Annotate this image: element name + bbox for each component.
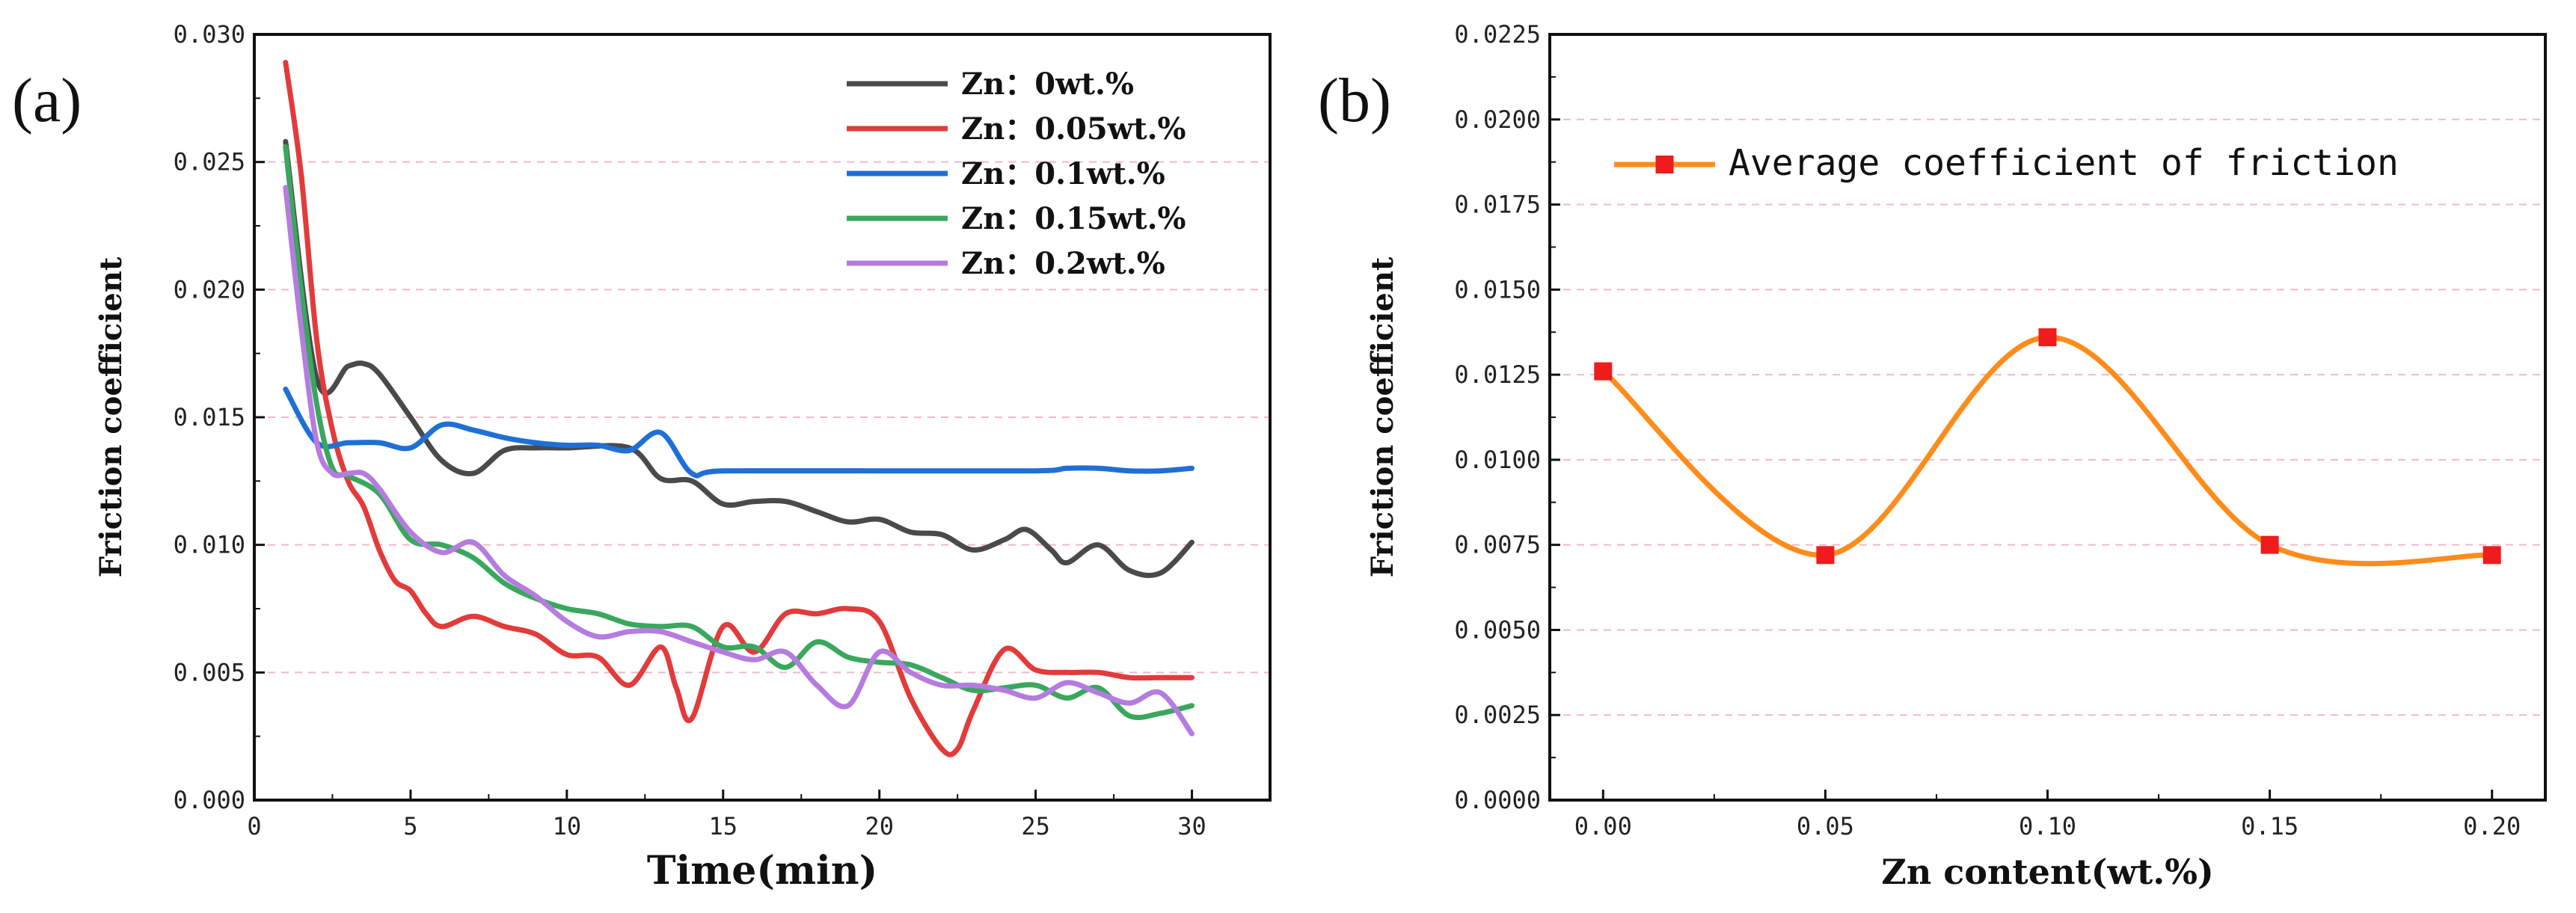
y-tick-label: 0.0000 <box>1454 786 1541 814</box>
legend-label: Average coefficient of friction <box>1729 142 2399 184</box>
x-tick-label: 25 <box>1021 812 1050 840</box>
data-point <box>2038 328 2057 347</box>
legend-label: Zn：0.15wt.% <box>961 201 1186 236</box>
panel-a-chart: 0.000 0.005 0.010 0.015 0.020 0.025 0.030 0 5 10 1… <box>12 20 1272 894</box>
legend-label: Zn：0.05wt.% <box>961 111 1186 147</box>
series-line <box>283 60 1195 757</box>
y-tick-label: 0.020 <box>174 275 245 304</box>
x-tick-label: 0.00 <box>1574 812 1632 840</box>
x-tick-label: 0.05 <box>1797 812 1854 840</box>
y-tick-label: 0.030 <box>174 20 245 49</box>
series-line <box>283 185 1195 737</box>
data-point <box>1594 362 1613 381</box>
x-tick-label: 30 <box>1177 812 1206 840</box>
data-point <box>1816 546 1835 565</box>
panel-label: (a) <box>12 66 82 135</box>
y-tick-label: 0.0025 <box>1454 701 1541 729</box>
y-tick-label: 0.025 <box>174 148 245 176</box>
y-tick-label: 0.010 <box>174 531 245 559</box>
y-tick-label: 0.0150 <box>1454 275 1541 304</box>
panel-b-chart: 0.0000 0.0025 0.0050 0.0075 0.0100 0.0125 0.01… <box>1318 20 2547 892</box>
y-tick-label: 0.0200 <box>1454 105 1541 134</box>
y-axis-title: Friction coefficient <box>1365 256 1400 577</box>
y-tick-label: 0.015 <box>174 403 245 431</box>
legend: Zn：0wt.% Zn：0.05wt.% Zn：0.1wt.% Zn：0.15wt.%… <box>847 67 1186 281</box>
x-tick-label: 20 <box>865 812 894 840</box>
data-point <box>2483 546 2501 565</box>
y-tick-label: 0.0100 <box>1454 446 1541 474</box>
y-tick-label: 0.0050 <box>1454 615 1541 644</box>
x-tick-label: 15 <box>709 812 738 840</box>
y-tick-label: 0.005 <box>174 658 245 686</box>
x-tick-label: 5 <box>403 812 417 840</box>
legend-label: Zn：0.1wt.% <box>961 156 1165 191</box>
y-axis-title: Friction coefficient <box>93 256 129 577</box>
y-tick-label: 0.0075 <box>1454 531 1541 559</box>
x-tick-label: 0 <box>247 812 261 840</box>
series-line <box>1600 334 2495 567</box>
panel-label: (b) <box>1318 66 1391 135</box>
series-line <box>283 138 1195 579</box>
x-tick-label: 0.10 <box>2019 812 2076 840</box>
y-tick-label: 0.0125 <box>1454 360 1541 389</box>
legend-label: Zn：0.2wt.% <box>961 246 1165 281</box>
x-tick-label: 0.20 <box>2463 812 2521 840</box>
x-axis-title: Zn content(wt.%) <box>1881 852 2213 892</box>
y-tick-label: 0.0225 <box>1454 20 1541 49</box>
x-axis-title: Time(min) <box>647 848 877 894</box>
y-tick-label: 0.000 <box>174 786 245 814</box>
x-tick-label: 0.15 <box>2241 812 2299 840</box>
y-tick-label: 0.0175 <box>1454 191 1541 219</box>
legend-label: Zn：0wt.% <box>961 67 1134 102</box>
data-point <box>2260 535 2279 554</box>
series-line <box>283 387 1195 479</box>
x-tick-label: 10 <box>553 812 582 840</box>
legend: Average coefficient of friction <box>1614 142 2399 184</box>
legend-marker <box>1655 156 1674 173</box>
